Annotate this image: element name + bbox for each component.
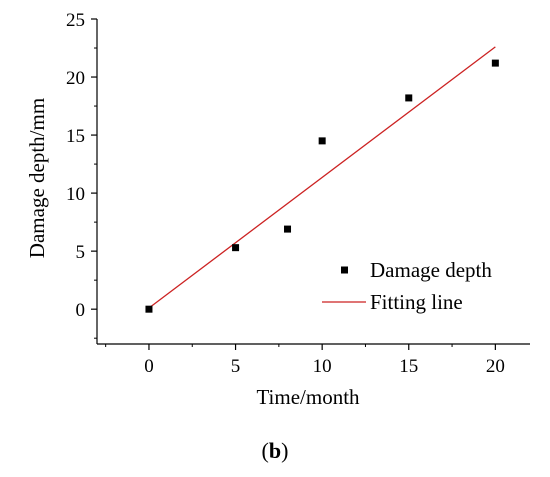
chart: 0 5 10 15 20 0 5 10 15 20 25 Damage depth Fitting l… [25,10,530,409]
data-point [284,225,292,233]
x-axis-label: Time/month [256,385,360,409]
data-point [145,305,153,313]
y-tick-label: 15 [66,126,85,147]
data-point [318,137,326,145]
data-point [232,244,240,252]
y-tick-label: 10 [66,184,85,205]
y-axis-label: Damage depth/mm [25,98,49,258]
y-tick-label: 20 [66,68,85,89]
tick-labels: 0 5 10 15 20 0 5 10 15 20 25 [66,10,505,377]
x-tick-label: 10 [313,356,332,377]
plot-series [145,46,499,313]
tick-marks [91,18,496,350]
data-point [405,94,413,102]
y-tick-label: 0 [76,300,86,321]
legend-marker-damage-depth [341,266,348,274]
caption-close-paren: ) [281,438,289,463]
fitting-line [148,46,496,309]
x-tick-label: 15 [399,356,418,377]
y-tick-label: 5 [76,242,86,263]
x-tick-label: 0 [144,356,154,377]
legend-label: Damage depth [370,258,492,282]
x-tick-label: 5 [231,356,241,377]
x-tick-label: 20 [486,356,505,377]
legend: Damage depth Fitting line [322,258,492,314]
caption-open-paren: ( [261,438,269,463]
axes [96,19,530,345]
y-tick-label: 25 [66,10,85,31]
caption-label: b [268,438,282,463]
data-point [491,59,499,67]
legend-label: Fitting line [370,290,463,314]
figure-caption: (b) [0,438,550,464]
